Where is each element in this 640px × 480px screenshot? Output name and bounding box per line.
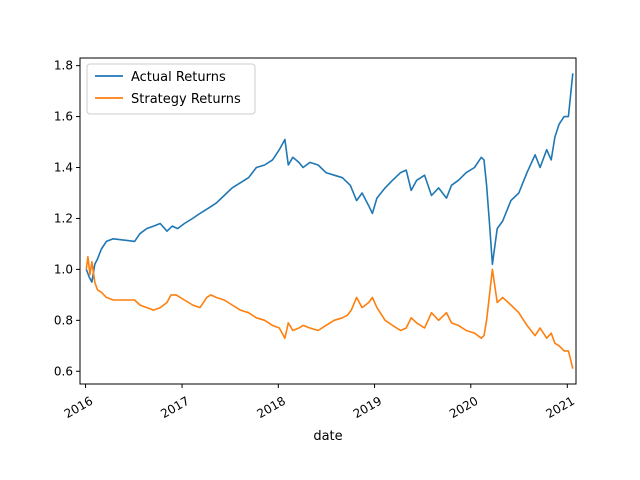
y-tick-label: 0.6 (54, 364, 73, 378)
x-axis-title: date (313, 429, 342, 444)
legend: Actual Returns Strategy Returns (86, 63, 256, 115)
y-tick-label: 1.0 (54, 262, 73, 276)
series-layer (85, 73, 574, 369)
axes-layer: 2016 2017 2018 2019 2020 20210.60.81.01.21.41… (54, 57, 577, 421)
plot-frame (79, 57, 577, 385)
series-line-1 (85, 73, 574, 283)
legend-label: Strategy Returns (131, 92, 241, 107)
y-tick-label: 1.6 (54, 110, 73, 124)
y-tick-label: 0.8 (54, 313, 73, 327)
y-tick-label: 1.4 (54, 161, 73, 175)
legend-box (86, 63, 256, 115)
y-tick-label: 1.8 (54, 59, 73, 73)
legend-label: Actual Returns (131, 70, 226, 85)
y-tick-label: 1.2 (54, 211, 73, 225)
series-line-2 (85, 255, 574, 369)
